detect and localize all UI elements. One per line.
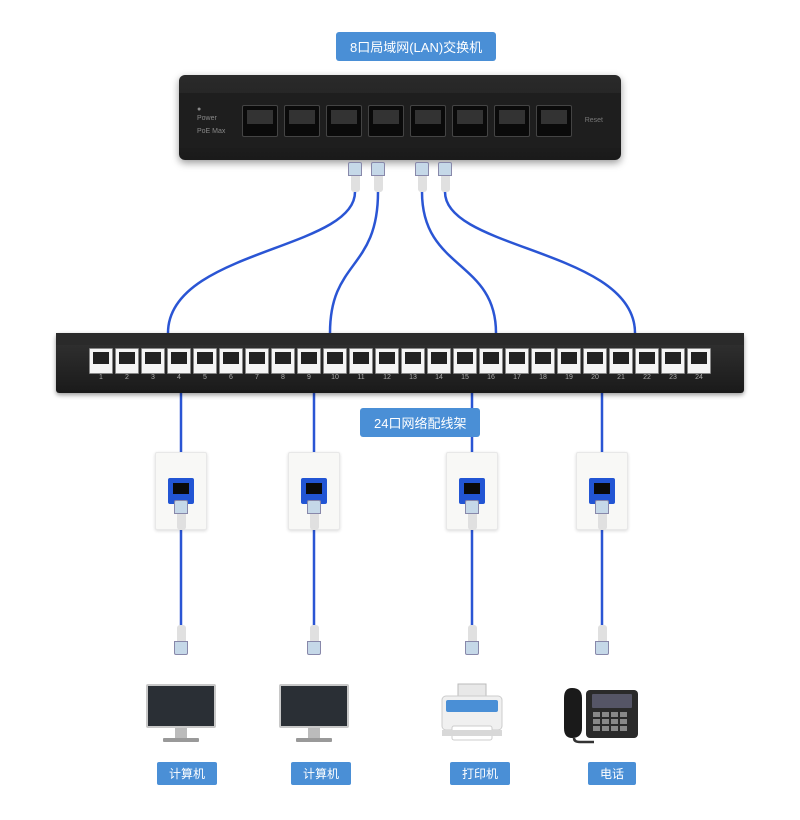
rj45-connector (174, 500, 188, 530)
rj45-connector (371, 162, 385, 192)
patch-port-number: 2 (115, 374, 139, 381)
patch-port-number: 12 (375, 374, 399, 381)
patch-port (167, 348, 191, 374)
switch-port (368, 105, 404, 137)
patch-port-number: 6 (219, 374, 243, 381)
switch-port (410, 105, 446, 137)
patch-port (323, 348, 347, 374)
switch-faceplate: ● Power PoE Max Reset (179, 93, 621, 148)
patch-port-number: 13 (401, 374, 425, 381)
patch-port (609, 348, 633, 374)
printer-icon (436, 682, 508, 744)
patch-port-number: 17 (505, 374, 529, 381)
switch-reset-label: Reset (585, 117, 603, 124)
patch-port-number: 8 (271, 374, 295, 381)
patch-port-number: 7 (245, 374, 269, 381)
patch-port-number: 11 (349, 374, 373, 381)
device-label-computer: 计算机 (157, 762, 217, 785)
patch-port (687, 348, 711, 374)
patch-port (453, 348, 477, 374)
switch-label: 8口局域网(LAN)交换机 (336, 32, 496, 61)
computer-icon (146, 684, 216, 742)
patch-port (401, 348, 425, 374)
patch-port (661, 348, 685, 374)
patch-port (557, 348, 581, 374)
rj45-connector (348, 162, 362, 192)
patch-port (427, 348, 451, 374)
rj45-connector (307, 500, 321, 530)
switch-port (284, 105, 320, 137)
patch-panel: 123456789101112131415161718192021222324 (56, 333, 744, 393)
patch-port-number: 5 (193, 374, 217, 381)
computer-icon (279, 684, 349, 742)
switch-port (242, 105, 278, 137)
patch-port-number: 16 (479, 374, 503, 381)
device-label-printer: 打印机 (450, 762, 510, 785)
patch-port (193, 348, 217, 374)
patch-port-number: 22 (635, 374, 659, 381)
patch-port (297, 348, 321, 374)
patch-port-number: 21 (609, 374, 633, 381)
phone-icon (562, 684, 644, 744)
switch-port (494, 105, 530, 137)
patch-port (349, 348, 373, 374)
rj45-connector (595, 500, 609, 530)
patch-port (89, 348, 113, 374)
patch-port (635, 348, 659, 374)
patch-port (115, 348, 139, 374)
patch-port-number: 23 (661, 374, 685, 381)
patch-port-number: 1 (89, 374, 113, 381)
switch-status-text: ● Power PoE Max (197, 105, 225, 136)
lan-switch: ● Power PoE Max Reset (179, 75, 621, 160)
rj45-connector (465, 625, 479, 655)
patch-port-number: 24 (687, 374, 711, 381)
patch-port (479, 348, 503, 374)
device-label-computer: 计算机 (291, 762, 351, 785)
rj45-connector (307, 625, 321, 655)
patch-port (505, 348, 529, 374)
patch-port (271, 348, 295, 374)
switch-port (536, 105, 572, 137)
patch-port-number: 14 (427, 374, 451, 381)
patch-panel-ports (56, 345, 744, 374)
device-label-phone: 电话 (588, 762, 636, 785)
rj45-connector (465, 500, 479, 530)
patch-port (245, 348, 269, 374)
patch-port (219, 348, 243, 374)
patch-port-number: 15 (453, 374, 477, 381)
patch-port-number: 19 (557, 374, 581, 381)
patch-port-number: 18 (531, 374, 555, 381)
patch-port-number: 9 (297, 374, 321, 381)
patch-panel-label: 24口网络配线架 (360, 408, 480, 437)
patch-port (375, 348, 399, 374)
patch-port (583, 348, 607, 374)
rj45-connector (174, 625, 188, 655)
patch-port-number: 4 (167, 374, 191, 381)
patch-port (141, 348, 165, 374)
rj45-connector (415, 162, 429, 192)
rj45-connector (595, 625, 609, 655)
patch-port-number: 20 (583, 374, 607, 381)
rj45-connector (438, 162, 452, 192)
patch-port-number: 10 (323, 374, 347, 381)
patch-port-number: 3 (141, 374, 165, 381)
switch-port (452, 105, 488, 137)
patch-port (531, 348, 555, 374)
switch-port (326, 105, 362, 137)
